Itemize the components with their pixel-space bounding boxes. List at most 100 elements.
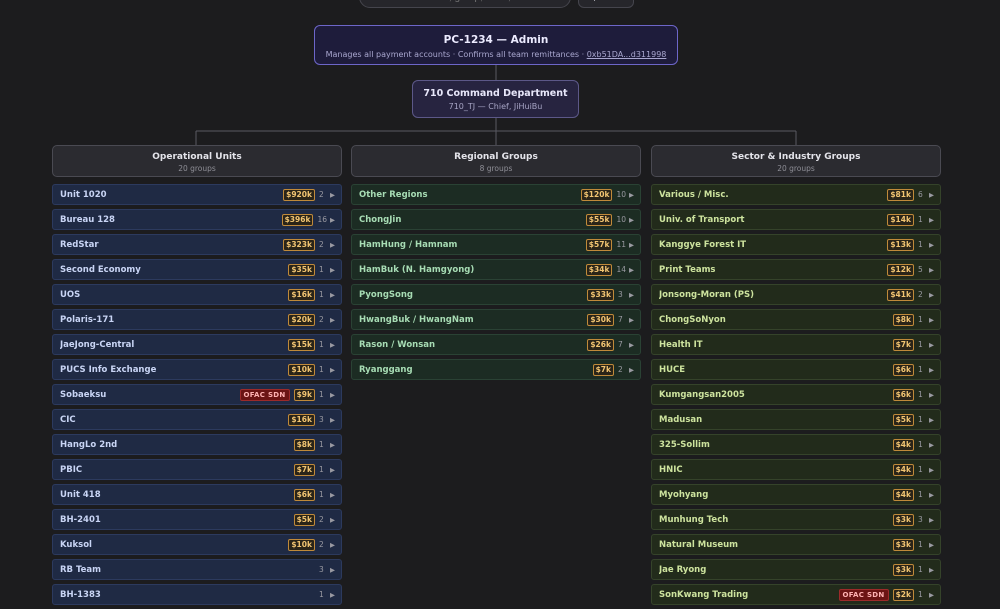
group-row[interactable]: Unit 1020 $920k 2 ▶ bbox=[52, 184, 342, 205]
group-row[interactable]: Print Teams $12k 5 ▶ bbox=[651, 259, 941, 280]
play-triangle-icon[interactable]: ▶ bbox=[330, 540, 335, 549]
group-row[interactable]: HamHung / Hamnam $57k 11 ▶ bbox=[351, 234, 641, 255]
play-triangle-icon[interactable]: ▶ bbox=[929, 240, 934, 249]
group-row[interactable]: Kumgangsan2005 $6k 1 ▶ bbox=[651, 384, 941, 405]
group-row[interactable]: Madusan $5k 1 ▶ bbox=[651, 409, 941, 430]
regional-groups-header[interactable]: Regional Groups 8 groups bbox=[351, 145, 641, 177]
group-row[interactable]: HamBuk (N. Hamgyong) $34k 14 ▶ bbox=[351, 259, 641, 280]
play-triangle-icon[interactable]: ▶ bbox=[929, 540, 934, 549]
group-row[interactable]: Myohyang $4k 1 ▶ bbox=[651, 484, 941, 505]
group-row[interactable]: Sobaeksu OFAC SDN $9k 1 ▶ bbox=[52, 384, 342, 405]
play-triangle-icon[interactable]: ▶ bbox=[929, 215, 934, 224]
ofac-sdn-badge: OFAC SDN bbox=[838, 588, 889, 601]
play-triangle-icon[interactable]: ▶ bbox=[330, 340, 335, 349]
group-row[interactable]: Polaris-171 $20k 2 ▶ bbox=[52, 309, 342, 330]
group-row[interactable]: Rason / Wonsan $26k 7 ▶ bbox=[351, 334, 641, 355]
group-row[interactable]: Ryanggang $7k 2 ▶ bbox=[351, 359, 641, 380]
play-triangle-icon[interactable]: ▶ bbox=[929, 515, 934, 524]
play-triangle-icon[interactable]: ▶ bbox=[330, 215, 335, 224]
group-row[interactable]: Natural Museum $3k 1 ▶ bbox=[651, 534, 941, 555]
group-row[interactable]: JaeJong-Central $15k 1 ▶ bbox=[52, 334, 342, 355]
play-triangle-icon[interactable]: ▶ bbox=[629, 265, 634, 274]
group-row[interactable]: 325-Sollim $4k 1 ▶ bbox=[651, 434, 941, 455]
group-row[interactable]: ChongJin $55k 10 ▶ bbox=[351, 209, 641, 230]
amount-badge: $9k bbox=[293, 388, 315, 401]
play-triangle-icon[interactable]: ▶ bbox=[929, 190, 934, 199]
group-row[interactable]: Second Economy $35k 1 ▶ bbox=[52, 259, 342, 280]
group-row[interactable]: Health IT $7k 1 ▶ bbox=[651, 334, 941, 355]
admin-node[interactable]: PC-1234 — Admin Manages all payment acco… bbox=[314, 25, 678, 65]
group-name: Unit 418 bbox=[60, 489, 101, 500]
group-row[interactable]: HangLo 2nd $8k 1 ▶ bbox=[52, 434, 342, 455]
play-triangle-icon[interactable]: ▶ bbox=[330, 190, 335, 199]
play-triangle-icon[interactable]: ▶ bbox=[330, 465, 335, 474]
play-triangle-icon[interactable]: ▶ bbox=[929, 440, 934, 449]
play-triangle-icon[interactable]: ▶ bbox=[330, 290, 335, 299]
play-triangle-icon[interactable]: ▶ bbox=[330, 365, 335, 374]
group-row[interactable]: PUCS Info Exchange $10k 1 ▶ bbox=[52, 359, 342, 380]
play-triangle-icon[interactable]: ▶ bbox=[929, 315, 934, 324]
play-triangle-icon[interactable]: ▶ bbox=[929, 265, 934, 274]
play-triangle-icon[interactable]: ▶ bbox=[330, 315, 335, 324]
play-triangle-icon[interactable]: ▶ bbox=[929, 390, 934, 399]
play-triangle-icon[interactable]: ▶ bbox=[629, 190, 634, 199]
group-row[interactable]: ChongSoNyon $8k 1 ▶ bbox=[651, 309, 941, 330]
member-count: 1 bbox=[918, 315, 923, 324]
group-row[interactable]: HwangBuk / HwangNam $30k 7 ▶ bbox=[351, 309, 641, 330]
play-triangle-icon[interactable]: ▶ bbox=[629, 240, 634, 249]
group-row[interactable]: HUCE $6k 1 ▶ bbox=[651, 359, 941, 380]
member-count: 14 bbox=[616, 265, 626, 274]
expand-all-button[interactable]: expand all bbox=[578, 0, 634, 8]
member-count: 2 bbox=[918, 290, 923, 299]
command-department-node[interactable]: 710 Command Department 710_TJ — Chief, J… bbox=[412, 80, 579, 118]
group-row[interactable]: BH-1383 1 ▶ bbox=[52, 584, 342, 605]
group-row[interactable]: Unit 418 $6k 1 ▶ bbox=[52, 484, 342, 505]
group-row[interactable]: SonKwang Trading OFAC SDN $2k 1 ▶ bbox=[651, 584, 941, 605]
play-triangle-icon[interactable]: ▶ bbox=[929, 365, 934, 374]
member-count: 1 bbox=[918, 240, 923, 249]
play-triangle-icon[interactable]: ▶ bbox=[330, 490, 335, 499]
play-triangle-icon[interactable]: ▶ bbox=[629, 215, 634, 224]
play-triangle-icon[interactable]: ▶ bbox=[629, 365, 634, 374]
operational-units-header[interactable]: Operational Units 20 groups bbox=[52, 145, 342, 177]
group-row[interactable]: PBIC $7k 1 ▶ bbox=[52, 459, 342, 480]
play-triangle-icon[interactable]: ▶ bbox=[929, 490, 934, 499]
play-triangle-icon[interactable]: ▶ bbox=[929, 340, 934, 349]
group-row[interactable]: Munhung Tech $3k 3 ▶ bbox=[651, 509, 941, 530]
play-triangle-icon[interactable]: ▶ bbox=[330, 390, 335, 399]
play-triangle-icon[interactable]: ▶ bbox=[330, 515, 335, 524]
admin-address-link[interactable]: 0xb51DA...d311998 bbox=[586, 50, 667, 59]
group-row[interactable]: Jae Ryong $3k 1 ▶ bbox=[651, 559, 941, 580]
play-triangle-icon[interactable]: ▶ bbox=[330, 590, 335, 599]
group-name: CIC bbox=[60, 414, 76, 425]
group-row[interactable]: Kanggye Forest IT $13k 1 ▶ bbox=[651, 234, 941, 255]
group-row[interactable]: Jonsong-Moran (PS) $41k 2 ▶ bbox=[651, 284, 941, 305]
group-row[interactable]: Kuksol $10k 2 ▶ bbox=[52, 534, 342, 555]
play-triangle-icon[interactable]: ▶ bbox=[929, 290, 934, 299]
group-row[interactable]: UOS $16k 1 ▶ bbox=[52, 284, 342, 305]
play-triangle-icon[interactable]: ▶ bbox=[629, 340, 634, 349]
play-triangle-icon[interactable]: ▶ bbox=[929, 565, 934, 574]
group-row[interactable]: Univ. of Transport $14k 1 ▶ bbox=[651, 209, 941, 230]
play-triangle-icon[interactable]: ▶ bbox=[929, 465, 934, 474]
play-triangle-icon[interactable]: ▶ bbox=[330, 265, 335, 274]
group-row[interactable]: Various / Misc. $81k 6 ▶ bbox=[651, 184, 941, 205]
group-row[interactable]: Other Regions $120k 10 ▶ bbox=[351, 184, 641, 205]
group-row[interactable]: BH-2401 $5k 2 ▶ bbox=[52, 509, 342, 530]
play-triangle-icon[interactable]: ▶ bbox=[330, 565, 335, 574]
play-triangle-icon[interactable]: ▶ bbox=[330, 415, 335, 424]
group-name: HamBuk (N. Hamgyong) bbox=[359, 264, 475, 275]
group-row[interactable]: RB Team 3 ▶ bbox=[52, 559, 342, 580]
group-row[interactable]: PyongSong $33k 3 ▶ bbox=[351, 284, 641, 305]
play-triangle-icon[interactable]: ▶ bbox=[330, 440, 335, 449]
group-row[interactable]: CIC $16k 3 ▶ bbox=[52, 409, 342, 430]
group-row[interactable]: RedStar $323k 2 ▶ bbox=[52, 234, 342, 255]
group-row[interactable]: HNIC $4k 1 ▶ bbox=[651, 459, 941, 480]
play-triangle-icon[interactable]: ▶ bbox=[629, 315, 634, 324]
sector-industry-header[interactable]: Sector & Industry Groups 20 groups bbox=[651, 145, 941, 177]
play-triangle-icon[interactable]: ▶ bbox=[929, 415, 934, 424]
play-triangle-icon[interactable]: ▶ bbox=[929, 590, 934, 599]
play-triangle-icon[interactable]: ▶ bbox=[330, 240, 335, 249]
play-triangle-icon[interactable]: ▶ bbox=[629, 290, 634, 299]
group-row[interactable]: Bureau 128 $396k 16 ▶ bbox=[52, 209, 342, 230]
